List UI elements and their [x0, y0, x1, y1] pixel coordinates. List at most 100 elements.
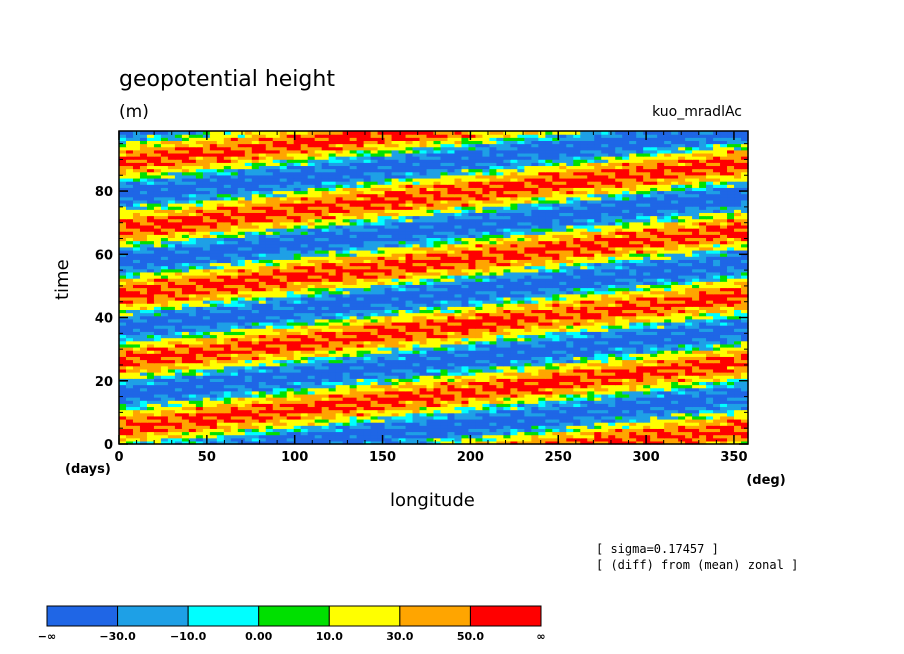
heatmap-cell	[580, 312, 588, 317]
heatmap-cell	[580, 346, 588, 351]
heatmap-cell	[643, 315, 651, 320]
heatmap-cell	[181, 334, 190, 339]
heatmap-cell	[685, 431, 693, 436]
heatmap-cell	[223, 422, 232, 426]
heatmap-cell	[391, 281, 400, 285]
heatmap-cell	[188, 437, 197, 442]
heatmap-cell	[349, 321, 358, 326]
heatmap-cell	[643, 434, 651, 439]
heatmap-cell	[384, 440, 393, 445]
heatmap-cell	[349, 306, 358, 311]
heatmap-cell	[475, 350, 484, 354]
heatmap-cell	[713, 368, 721, 373]
heatmap-cell	[580, 384, 588, 389]
heatmap-cell	[125, 425, 134, 429]
heatmap-cell	[426, 312, 435, 317]
heatmap-cell	[538, 440, 546, 445]
heatmap-cell	[531, 422, 539, 426]
heatmap-cell	[251, 440, 260, 445]
heatmap-cell	[685, 390, 693, 395]
heatmap-cell	[573, 318, 581, 323]
heatmap-cell	[349, 365, 358, 370]
heatmap-cell	[496, 431, 504, 436]
heatmap-cell	[139, 422, 148, 426]
heatmap-cell	[153, 337, 162, 342]
heatmap-cell	[454, 353, 463, 357]
heatmap-cell	[503, 303, 511, 307]
heatmap-cell	[181, 415, 190, 420]
heatmap-cell	[342, 296, 351, 301]
heatmap-cell	[349, 312, 358, 317]
heatmap-cell	[727, 293, 735, 298]
heatmap-cell	[363, 368, 372, 373]
heatmap-cell	[503, 274, 511, 279]
heatmap-cell	[125, 437, 134, 442]
heatmap-cell	[328, 343, 337, 348]
heatmap-cell	[587, 400, 595, 404]
heatmap-cell	[699, 372, 707, 376]
heatmap-cell	[573, 306, 581, 311]
heatmap-cell	[510, 393, 518, 398]
heatmap-cell	[734, 406, 742, 411]
heatmap-cell	[713, 321, 721, 326]
heatmap-cell	[559, 353, 567, 357]
heatmap-cell	[419, 328, 428, 332]
heatmap-cell	[594, 412, 602, 417]
heatmap-cell	[482, 284, 491, 289]
heatmap-cell	[552, 318, 560, 323]
heatmap-cell	[258, 418, 267, 423]
heatmap-cell	[139, 287, 148, 292]
heatmap-cell	[244, 274, 253, 279]
heatmap-cell	[328, 422, 337, 426]
heatmap-cell	[216, 293, 225, 298]
heatmap-cell	[153, 343, 162, 348]
heatmap-cell	[279, 318, 288, 323]
heatmap-cell	[377, 375, 386, 379]
heatmap-cell	[314, 303, 323, 307]
heatmap-cell	[174, 381, 183, 386]
heatmap-cell	[314, 343, 323, 348]
heatmap-cell	[573, 390, 581, 395]
heatmap-cell	[202, 375, 211, 379]
heatmap-cell	[321, 434, 330, 439]
heatmap-cell	[622, 353, 630, 357]
heatmap-cell	[286, 312, 295, 317]
heatmap-cell	[510, 422, 518, 426]
heatmap-cell	[538, 372, 546, 376]
heatmap-cell	[335, 425, 344, 429]
heatmap-cell	[125, 309, 134, 314]
heatmap-cell	[503, 346, 511, 351]
heatmap-cell	[230, 397, 239, 401]
heatmap-cell	[419, 372, 428, 376]
heatmap-cell	[286, 287, 295, 292]
heatmap-cell	[587, 422, 595, 426]
heatmap-cell	[314, 397, 323, 401]
heatmap-cell	[307, 315, 316, 320]
heatmap-cell	[321, 346, 330, 351]
heatmap-cell	[699, 315, 707, 320]
heatmap-cell	[209, 409, 218, 414]
heatmap-cell	[692, 393, 700, 398]
heatmap-cell	[552, 296, 560, 301]
heatmap-cell	[657, 328, 665, 332]
heatmap-cell	[545, 328, 553, 332]
heatmap-cell	[363, 340, 372, 345]
heatmap-cell	[132, 321, 141, 326]
heatmap-cell	[216, 431, 225, 436]
heatmap-cell	[643, 356, 651, 361]
heatmap-cell	[426, 290, 435, 295]
heatmap-cell	[720, 359, 728, 364]
heatmap-cell	[510, 350, 518, 354]
heatmap-cell	[734, 312, 742, 317]
heatmap-cell	[454, 384, 463, 389]
heatmap-cell	[335, 287, 344, 292]
heatmap-cell	[153, 328, 162, 332]
heatmap-cell	[307, 362, 316, 367]
heatmap-cell	[636, 356, 644, 361]
heatmap-cell	[174, 387, 183, 392]
heatmap-cell	[629, 422, 637, 426]
heatmap-cell	[615, 434, 623, 439]
heatmap-cell	[209, 390, 218, 395]
heatmap-cell	[531, 271, 539, 276]
heatmap-cell	[685, 340, 693, 345]
